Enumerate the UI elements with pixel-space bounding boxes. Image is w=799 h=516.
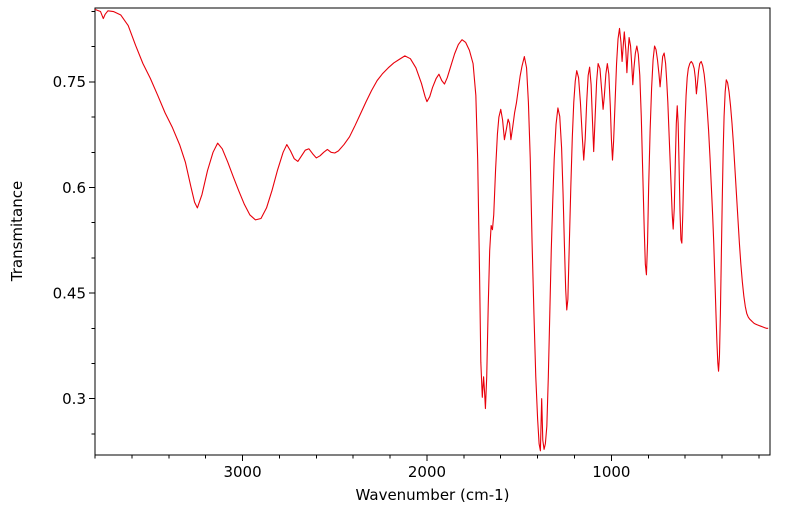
spectrum-line (95, 8, 769, 452)
plot-frame (94, 7, 771, 456)
y-tick-label: 0.6 (62, 179, 86, 197)
y-axis-ticks (89, 11, 95, 435)
y-tick-labels: 0.3 0.45 0.6 0.75 (53, 73, 86, 408)
x-axis-ticks (94, 455, 760, 461)
x-tick-labels: 3000 2000 1000 (223, 463, 630, 481)
x-axis-label: Wavenumber (cm-1) (355, 486, 510, 504)
x-tick-label: 3000 (223, 463, 261, 481)
y-tick-label: 0.75 (53, 73, 86, 91)
x-tick-label: 1000 (592, 463, 630, 481)
y-tick-label: 0.3 (62, 390, 86, 408)
y-tick-label: 0.45 (53, 284, 86, 302)
x-tick-label: 2000 (408, 463, 446, 481)
